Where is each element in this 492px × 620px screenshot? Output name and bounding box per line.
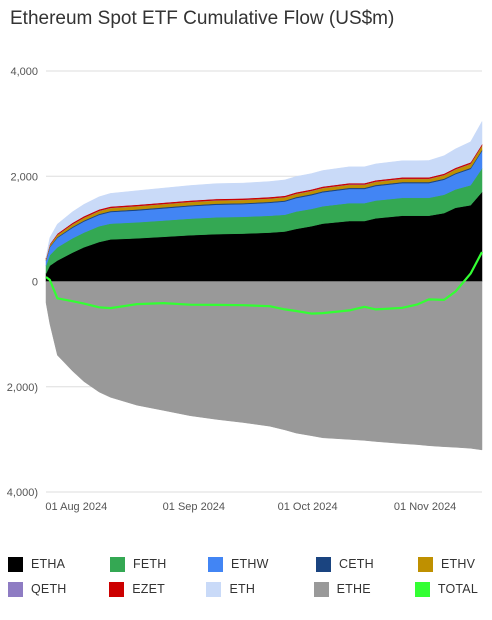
legend-row: ETHA FETH ETHW CETH ETHV — [8, 553, 488, 575]
area-ethe — [45, 281, 483, 451]
y-axis: 4,000 2,000 0 2,000) 4,000) — [7, 66, 38, 499]
legend-item-ethv: ETHV — [418, 556, 476, 572]
legend-swatch — [316, 556, 331, 572]
legend: ETHA FETH ETHW CETH ETHV QETH EZET ETH ETHE TOTA… — [8, 553, 488, 603]
legend-item-ethw: ETHW — [208, 556, 306, 572]
y-tick-label: 2,000 — [10, 171, 38, 183]
legend-label: EZET — [132, 582, 165, 596]
legend-item-etha: ETHA — [8, 556, 100, 572]
legend-label: ETHW — [231, 557, 269, 571]
legend-item-ezet: EZET — [109, 581, 196, 597]
legend-swatch — [206, 581, 222, 597]
x-axis: 01 Aug 2024 01 Sep 2024 01 Oct 2024 01 Nov … — [45, 501, 456, 513]
x-tick-label: 01 Sep 2024 — [163, 501, 225, 513]
legend-swatch — [418, 556, 433, 572]
y-tick-label: 0 — [32, 277, 38, 289]
legend-item-ethe: ETHE — [313, 581, 405, 597]
legend-label: QETH — [31, 582, 67, 596]
legend-swatch — [208, 556, 223, 572]
legend-item-total: TOTAL — [414, 581, 478, 597]
legend-label: ETHE — [336, 582, 371, 596]
chart-area: 4,000 2,000 0 2,000) 4,000) 01 Aug 2024 01 Se… — [7, 66, 483, 513]
chart-title: Ethereum Spot ETF Cumulative Flow (US$m) — [10, 8, 395, 29]
y-tick-label: 4,000 — [10, 66, 38, 78]
y-tick-label: 4,000) — [7, 487, 38, 499]
legend-swatch — [414, 581, 430, 597]
legend-label: ETHV — [441, 557, 476, 571]
legend-item-feth: FETH — [110, 556, 198, 572]
line-total — [45, 251, 483, 315]
x-tick-label: 01 Aug 2024 — [45, 501, 107, 513]
legend-swatch — [110, 556, 125, 572]
legend-label: FETH — [133, 557, 167, 571]
x-tick-label: 01 Nov 2024 — [394, 501, 456, 513]
y-tick-label: 2,000) — [7, 382, 38, 394]
legend-item-eth: ETH — [206, 581, 303, 597]
line-series — [45, 251, 483, 315]
legend-swatch — [8, 581, 23, 597]
legend-label: CETH — [339, 557, 374, 571]
legend-item-ceth: CETH — [316, 556, 408, 572]
legend-label: ETHA — [31, 557, 66, 571]
legend-swatch — [313, 581, 329, 597]
area-eth — [45, 120, 483, 259]
legend-row: QETH EZET ETH ETHE TOTAL — [8, 578, 488, 600]
legend-label: TOTAL — [437, 582, 478, 596]
legend-swatch — [8, 556, 23, 572]
legend-swatch — [109, 581, 125, 597]
area-series — [45, 120, 483, 451]
legend-item-qeth: QETH — [8, 581, 99, 597]
legend-label: ETH — [229, 582, 256, 596]
x-tick-label: 01 Oct 2024 — [278, 501, 338, 513]
